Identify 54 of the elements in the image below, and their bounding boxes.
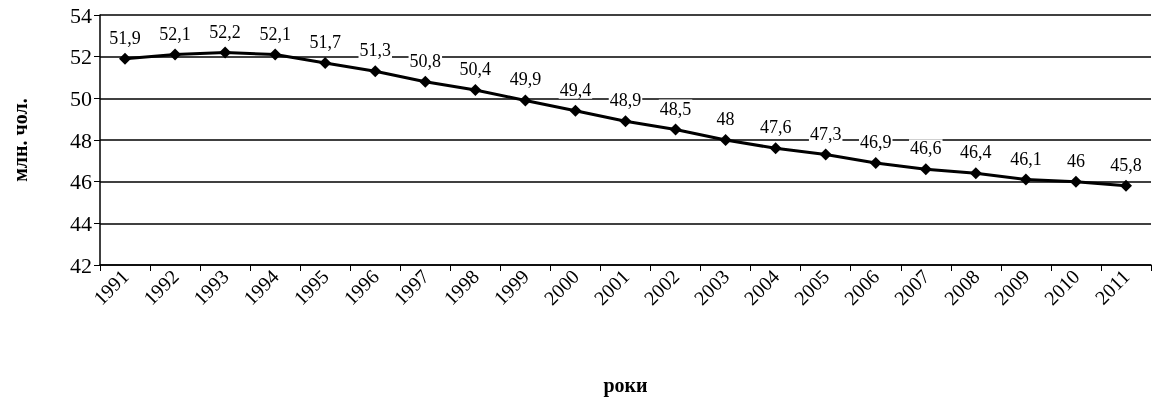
y-axis-title: млн. чол.: [9, 98, 31, 182]
data-label: 46,4: [960, 142, 992, 163]
y-tick-label: 50: [70, 85, 92, 111]
data-label: 46,6: [910, 138, 942, 159]
point: [1119, 179, 1132, 192]
point: [119, 52, 132, 65]
point: [169, 48, 182, 61]
point: [769, 142, 782, 155]
point: [719, 134, 732, 146]
y-tick-label: 42: [70, 252, 92, 278]
point: [919, 163, 932, 176]
data-label: 50,8: [409, 50, 442, 71]
data-label: 51,7: [309, 31, 341, 52]
y-tick-label: 44: [70, 210, 92, 236]
data-label: 47,3: [809, 123, 842, 144]
data-label: 49,9: [509, 69, 542, 90]
data-label: 51,3: [359, 40, 392, 61]
data-label: 47,6: [759, 117, 792, 138]
point: [519, 94, 532, 107]
data-label: 45,8: [1110, 154, 1142, 175]
point: [969, 167, 982, 180]
point: [319, 56, 332, 69]
x-axis-title: роки: [603, 374, 648, 397]
data-label: 46,9: [859, 131, 892, 152]
point: [1019, 173, 1032, 186]
data-label: 52,1: [159, 23, 191, 44]
x-tick-label: 1992: [139, 265, 183, 310]
point: [669, 123, 682, 136]
data-label: 46,1: [1010, 148, 1042, 169]
point: [219, 46, 232, 59]
point: [569, 104, 582, 117]
y-tick-label: 46: [70, 169, 92, 195]
x-tick-label: 2011: [1090, 265, 1134, 309]
point: [619, 115, 632, 128]
x-tick-label: 1993: [189, 265, 233, 310]
data-label: 48,9: [609, 90, 642, 111]
y-tick-label: 52: [70, 44, 92, 70]
point: [469, 84, 482, 96]
point: [819, 148, 832, 161]
point: [419, 75, 432, 88]
data-label: 52,1: [259, 23, 291, 44]
point: [269, 48, 282, 61]
data-label: 46: [1066, 150, 1085, 171]
point: [369, 65, 382, 78]
data-label: 48,5: [659, 98, 692, 119]
data-label: 50,4: [459, 59, 492, 79]
y-tick-label: 48: [70, 127, 92, 153]
point: [869, 156, 882, 169]
data-label: 51,9: [109, 27, 141, 48]
y-tick-label: 54: [70, 2, 92, 28]
x-tick-label: 1999: [489, 265, 534, 310]
data-label: 52,2: [209, 21, 241, 42]
data-label: 48: [716, 109, 735, 129]
data-label: 49,4: [559, 79, 592, 100]
